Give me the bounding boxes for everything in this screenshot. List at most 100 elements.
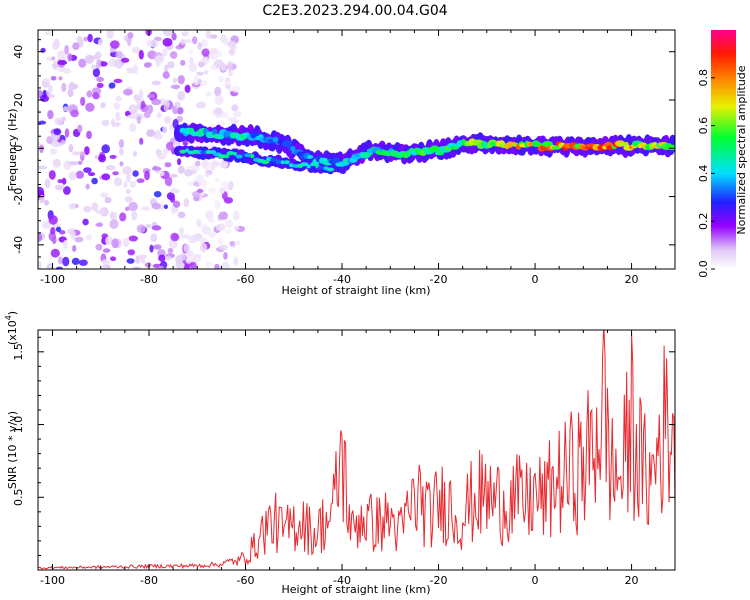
heatmap-noise-cell: [153, 191, 162, 198]
heatmap-noise-cell: [84, 54, 94, 64]
heatmap-noise-cell: [104, 196, 112, 204]
heatmap-noise-cell: [64, 128, 70, 138]
heatmap-noise-cell: [178, 227, 185, 235]
heatmap-noise-cell: [196, 188, 204, 193]
heatmap-noise-cell: [128, 235, 138, 242]
heatmap-noise-cell: [203, 70, 209, 75]
heatmap-ridge-cell: [551, 145, 562, 150]
heatmap-noise-cell: [83, 167, 92, 174]
heatmap-ylabel: Frequency (Hz): [6, 109, 19, 192]
heatmap-noise-cell: [105, 236, 113, 246]
heatmap-noise-cell: [77, 160, 83, 165]
heatmap-ridge-cell: [667, 144, 675, 151]
x-tick-label: -100: [40, 574, 65, 587]
heatmap-noise-cell: [72, 151, 81, 156]
heatmap-noise-cell: [185, 39, 192, 44]
heatmap-noise-cell: [196, 101, 207, 109]
heatmap-noise-cell: [163, 116, 172, 124]
heatmap-noise-cell: [171, 32, 177, 41]
heatmap-noise-cell: [197, 42, 202, 50]
heatmap-branch-cell: [326, 167, 335, 172]
heatmap-noise-cell: [146, 39, 154, 47]
heatmap-branch-cell: [300, 162, 309, 167]
heatmap-noise-cell: [214, 86, 222, 97]
heatmap-noise-cell: [98, 154, 107, 163]
heatmap-noise-cell: [50, 76, 57, 81]
heatmap-noise-cell: [128, 201, 138, 212]
heatmap-noise-cell: [119, 161, 124, 167]
x-tick-label: -60: [237, 574, 255, 587]
heatmap-noise-cell: [151, 225, 162, 231]
heatmap-noise-cell: [95, 209, 105, 215]
heatmap-noise-cell: [39, 144, 44, 154]
heatmap-branch-cell: [232, 151, 237, 156]
snr-ylabel: SNR (10 * v/v): [6, 411, 19, 489]
heatmap-noise-cell: [118, 139, 124, 149]
heatmap-noise-cell: [86, 90, 93, 98]
heatmap-noise-cell: [74, 236, 84, 243]
heatmap-noise-cell: [113, 78, 123, 84]
y-tick-label: 0: [12, 145, 25, 152]
heatmap-noise-cell: [196, 218, 202, 228]
heatmap-noise-cell: [170, 188, 180, 194]
heatmap-noise-cell: [109, 154, 117, 159]
heatmap-noise-cell: [85, 183, 90, 190]
heatmap-noise-cell: [140, 206, 151, 211]
heatmap-noise-cell: [67, 53, 73, 62]
heatmap-noise-cell: [100, 102, 106, 109]
heatmap-noise-cell: [170, 232, 179, 242]
heatmap-noise-cell: [217, 120, 226, 127]
snr-series-line: [38, 330, 675, 570]
x-tick-label: -40: [333, 574, 351, 587]
heatmap-noise-cell: [151, 166, 162, 171]
y-tick-label: 40: [12, 45, 25, 59]
heatmap-noise-cell: [196, 71, 204, 76]
heatmap-noise-cell: [85, 102, 95, 112]
heatmap-noise-cell: [218, 211, 228, 220]
heatmap-noise-cell: [163, 102, 169, 112]
heatmap-noise-cell: [156, 112, 162, 119]
heatmap-noise-cell: [57, 67, 68, 72]
heatmap-branch-cell: [250, 154, 255, 159]
heatmap-noise-cell: [183, 198, 190, 208]
heatmap-noise-cell: [177, 211, 186, 219]
heatmap-branch-cell: [261, 160, 270, 165]
heatmap-noise-cell: [119, 212, 127, 222]
heatmap-noise-cell: [230, 118, 239, 125]
heatmap-noise-cell: [55, 266, 63, 269]
heatmap-noise-cell: [64, 44, 69, 55]
heatmap-noise-cell: [115, 95, 122, 102]
heatmap-noise-cell: [113, 102, 121, 110]
heatmap-noise-cell: [47, 109, 54, 120]
heatmap-branch-cell: [288, 163, 294, 168]
heatmap-noise-cell: [194, 160, 201, 167]
heatmap-branch-cell: [241, 152, 246, 157]
heatmap-noise-cell: [86, 130, 92, 140]
heatmap-noise-cell: [227, 40, 237, 49]
x-tick-label: -60: [237, 273, 255, 286]
heatmap-noise-cell: [185, 257, 192, 264]
heatmap-branch-cell: [184, 148, 190, 153]
heatmap-noise-cell: [92, 92, 100, 100]
heatmap-noise-cell: [138, 89, 144, 98]
heatmap-branch-cell: [222, 154, 230, 159]
heatmap-noise-cell: [231, 104, 239, 112]
heatmap-noise-cell: [202, 226, 212, 235]
heatmap-noise-cell: [224, 219, 234, 228]
heatmap-noise-cell: [169, 195, 176, 203]
heatmap-noise-cell: [55, 226, 62, 232]
heatmap-noise-cell: [136, 178, 145, 183]
colorbar-gradient: [711, 30, 736, 269]
snr-xlabel: Height of straight line (km): [281, 583, 430, 596]
heatmap-noise-cell: [92, 67, 100, 78]
heatmap-noise-cell: [109, 219, 119, 229]
heatmap-noise-cell: [51, 236, 57, 244]
heatmap-branch-cell: [244, 153, 252, 158]
y-tick-label: -20: [12, 188, 25, 206]
heatmap-noise-cell: [101, 173, 111, 181]
heatmap-noise-cell: [135, 255, 141, 264]
heatmap-noise-cell: [62, 256, 70, 267]
heatmap-ridge-cell: [430, 145, 440, 152]
heatmap-noise-cell: [101, 263, 111, 269]
heatmap-noise-cell: [96, 82, 104, 88]
